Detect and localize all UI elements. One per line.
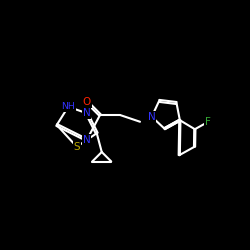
- Text: O: O: [82, 97, 91, 107]
- Text: NH: NH: [62, 102, 75, 111]
- Text: F: F: [205, 117, 211, 127]
- Text: N: N: [83, 108, 90, 118]
- Text: S: S: [74, 142, 80, 152]
- Text: N: N: [148, 112, 156, 122]
- Text: N: N: [83, 135, 90, 145]
